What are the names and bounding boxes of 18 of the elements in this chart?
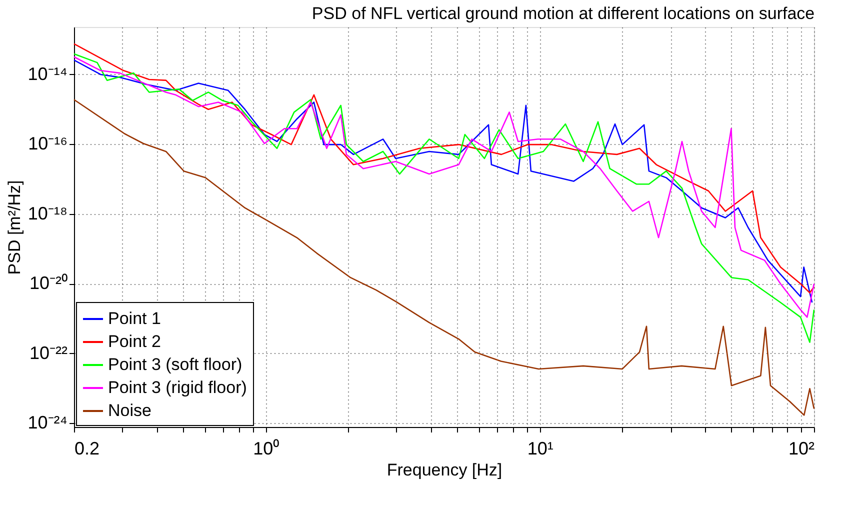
y-tick-label: 10⁻¹⁸ [28,203,68,224]
x-tick-label: 10¹ [527,438,554,458]
legend-label: Point 1 [108,309,161,328]
legend-label: Point 3 (soft floor) [108,355,242,374]
y-tick-label: 10⁻²⁴ [28,412,68,433]
y-tick-label: 10⁻¹⁶ [28,134,68,154]
y-tick-label: 10⁻¹⁴ [28,64,68,84]
x-tick-label: 10⁰ [253,438,280,458]
legend-label: Noise [108,401,152,420]
y-axis-title: PSD [m²/Hz] [4,180,24,275]
y-tick-label: 10⁻²⁰ [29,273,68,294]
x-axis-title: Frequency [Hz] [386,460,502,480]
legend-label: Point 2 [108,332,161,351]
chart-title: PSD of NFL vertical ground motion at different locations on surface [312,4,815,23]
y-tick-label: 10⁻²² [29,342,68,363]
legend-label: Point 3 (rigid floor) [108,378,247,397]
x-tick-label: 0.2 [74,438,100,458]
x-tick-label: 10² [788,438,815,458]
